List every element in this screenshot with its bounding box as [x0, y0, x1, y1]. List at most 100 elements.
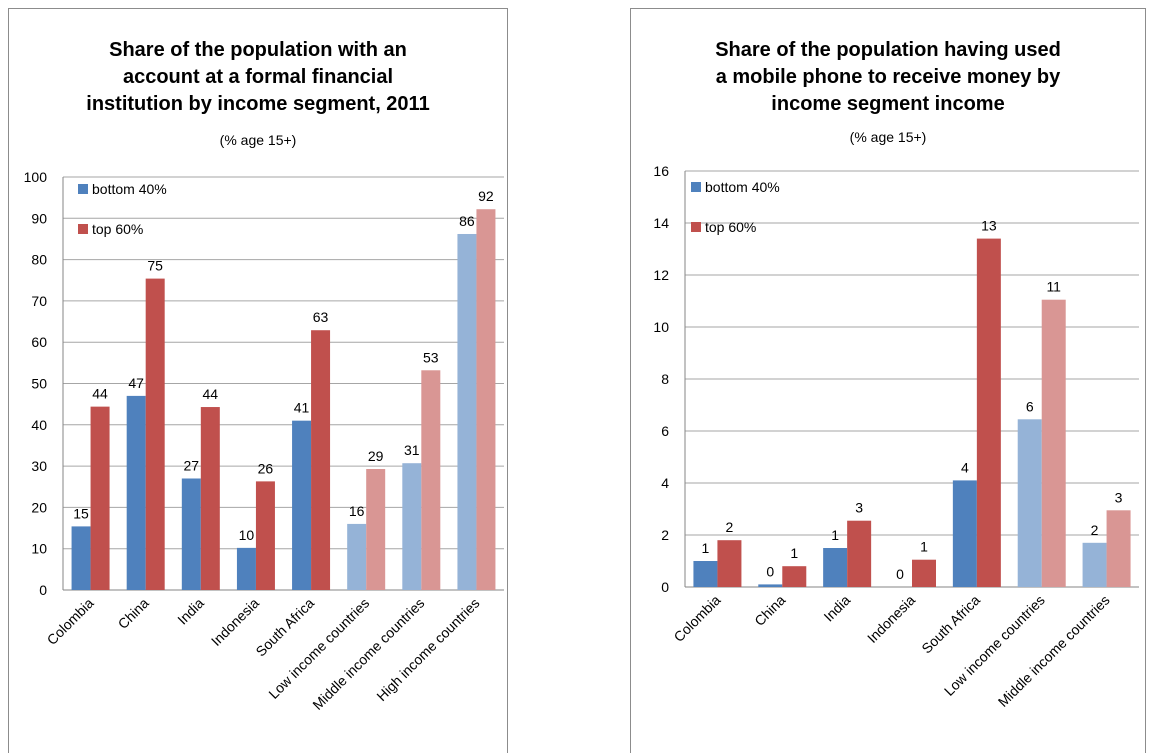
y-tick-label: 0: [661, 579, 669, 595]
y-tick-label: 80: [31, 252, 47, 268]
data-label: 1: [790, 545, 798, 561]
bar-top-60: [912, 559, 936, 587]
x-tick-label: Indonesia: [208, 595, 262, 649]
bar-top-60: [847, 520, 872, 587]
bar-top-60: [311, 330, 331, 590]
data-label: 11: [1046, 279, 1061, 295]
bar-bottom-40: [952, 480, 977, 587]
y-tick-label: 14: [653, 215, 669, 231]
bar-bottom-40: [126, 395, 146, 590]
y-tick-label: 50: [31, 376, 47, 392]
data-label: 92: [478, 188, 494, 204]
x-tick-label: China: [115, 595, 152, 632]
legend-label: top 60%: [92, 221, 143, 237]
data-label: 44: [203, 386, 219, 402]
chart-title-line: institution by income segment, 2011: [86, 93, 430, 115]
y-tick-label: 12: [653, 267, 669, 283]
bar-top-60: [717, 540, 742, 587]
bar-bottom-40: [71, 526, 91, 590]
data-label: 6: [1026, 398, 1034, 414]
y-tick-label: 10: [31, 541, 47, 557]
x-tick-label: Colombia: [670, 592, 723, 645]
data-label: 47: [128, 375, 144, 391]
y-tick-label: 8: [661, 371, 669, 387]
y-tick-label: 40: [31, 417, 47, 433]
x-tick-label: Low income countries: [265, 595, 372, 702]
data-label: 1: [920, 539, 928, 555]
data-label: 13: [981, 218, 997, 234]
y-tick-label: 30: [31, 458, 47, 474]
bar-top-60: [145, 278, 165, 590]
bar-bottom-40: [693, 561, 718, 587]
chart-title-line: account at a formal financial: [122, 66, 394, 88]
x-tick-label: India: [174, 595, 207, 628]
x-tick-label: Indonesia: [864, 592, 918, 646]
x-tick-label: Colombia: [44, 595, 97, 648]
bar-chart-mobile-money: 024681012141612Colombia01China13India01I…: [653, 163, 1139, 710]
bar-top-60: [255, 481, 275, 590]
chart-title: Share of the population having used a mo…: [631, 37, 1145, 118]
x-tick-label: South Africa: [918, 592, 983, 657]
bar-top-60: [976, 238, 1001, 587]
data-label: 10: [239, 527, 255, 543]
data-label: 0: [766, 563, 774, 579]
data-label: 29: [368, 448, 384, 464]
chart-subtitle: (% age 15+): [219, 132, 297, 148]
chart-panel-mobile-money: Share of the population having used a mo…: [630, 8, 1146, 753]
bar-top-60: [1041, 299, 1066, 587]
data-label: 1: [831, 527, 839, 543]
x-tick-label: Middle income countries: [309, 595, 427, 713]
y-tick-label: 2: [661, 527, 669, 543]
data-label: 41: [294, 400, 310, 416]
legend-swatch: [691, 182, 701, 192]
data-label: 75: [147, 258, 163, 274]
data-label: 53: [423, 349, 439, 365]
bar-bottom-40: [758, 584, 783, 587]
y-tick-label: 6: [661, 423, 669, 439]
bar-chart-account-ownership: 0 10 20 30 40 50 60 70 80 90 100 15 44 Colombia 47 75 Ch…: [24, 169, 504, 713]
bar-bottom-40: [181, 478, 201, 590]
y-tick-label: 0: [39, 582, 47, 598]
data-label: 4: [961, 459, 969, 475]
x-tick-label: India: [820, 592, 853, 625]
data-label: 16: [349, 503, 365, 519]
y-tick-label: 10: [653, 319, 669, 335]
bar-bottom-40: [1082, 542, 1107, 587]
data-label: 2: [726, 519, 734, 535]
y-tick-label: 60: [31, 334, 47, 350]
legend-swatch: [78, 184, 88, 194]
y-tick-label: 20: [31, 499, 47, 515]
x-tick-label: China: [751, 592, 788, 629]
data-label: 44: [92, 386, 108, 402]
data-label: 0: [896, 566, 904, 582]
chart-title: Share of the population with an account …: [9, 37, 507, 118]
legend-label: top 60%: [705, 219, 756, 235]
bar-top-60: [782, 566, 807, 587]
data-label: 2: [1091, 522, 1099, 538]
bar-top-60: [476, 209, 496, 591]
bar-top-60: [366, 468, 386, 590]
data-label: 27: [184, 457, 200, 473]
legend-swatch: [691, 222, 701, 232]
data-label: 63: [313, 309, 329, 325]
bar-bottom-40: [347, 523, 367, 590]
bar-bottom-40: [402, 463, 422, 590]
data-label: 31: [404, 442, 420, 458]
y-tick-label: 100: [24, 169, 48, 185]
data-label: 15: [73, 505, 89, 521]
bar-bottom-40: [236, 547, 256, 590]
x-tick-label: Middle income countries: [995, 592, 1113, 710]
chart-panel-account-ownership: Share of the population with an account …: [8, 8, 508, 753]
data-label: 3: [855, 500, 863, 516]
bar-top-60: [90, 406, 110, 590]
bar-top-60: [200, 407, 220, 590]
chart-subtitle: (% age 15+): [849, 129, 927, 145]
bar-bottom-40: [457, 233, 477, 590]
y-tick-label: 4: [661, 475, 669, 491]
bar-bottom-40: [823, 548, 848, 587]
chart-title-line: a mobile phone to receive money by: [715, 66, 1061, 88]
data-label: 26: [258, 460, 274, 476]
data-label: 86: [459, 213, 475, 229]
legend-label: bottom 40%: [705, 179, 780, 195]
chart-title-line: Share of the population with an: [109, 39, 407, 61]
